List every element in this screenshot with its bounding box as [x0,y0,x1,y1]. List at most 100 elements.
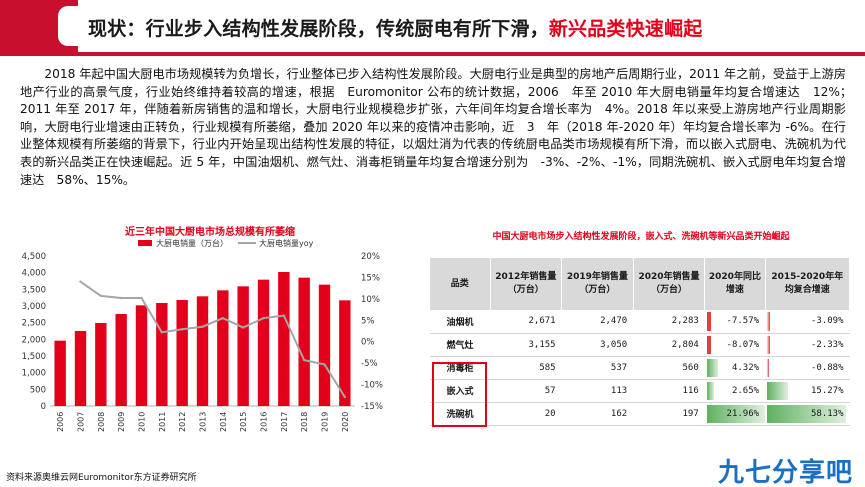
row-yoy-value: 21.96% [726,408,760,419]
table-row: 油烟机 2,671 2,470 2,283 -7.57% -3.09% [430,310,850,334]
table-row: 燃气灶 3,155 3,050 2,804 -8.07% -2.33% [430,333,850,357]
x-tick-label: 2006 [56,412,65,432]
row-cagr: -2.33% [765,333,850,357]
row-cagr-bar [767,381,788,400]
y-right-tick-label: 15% [361,273,380,283]
yoy-point-2010 [140,296,143,300]
y-left-tick-label: 1,000 [22,369,46,379]
table-header-category: 品类 [430,258,491,310]
bar-2008 [95,323,107,406]
row-yoy-value: -8.07% [726,339,760,350]
table-header-2020: 2020年销售量（万台） [633,258,706,310]
table-header-cagr: 2015-2020年年均复合增速 [765,258,851,310]
bar-2009 [115,314,127,406]
row-sales-2020: 197 [633,402,705,426]
bar-2019 [318,284,331,406]
row-sales-2012: 585 [490,356,562,380]
bar-2014 [217,290,229,406]
row-yoy: 4.32% [704,356,766,380]
yoy-point-2013 [201,325,204,328]
y-left-tick-label: 500 [30,385,46,395]
yoy-line [79,280,346,398]
bar-2010 [135,305,148,406]
row-yoy-value: 2.65% [731,385,760,396]
yoy-point-2016 [262,316,265,320]
yoy-point-2011 [160,331,164,334]
y-left-tick-label: 2,000 [22,335,46,345]
x-tick-label: 2012 [178,412,187,432]
y-left-tick-label: 2,500 [22,319,46,329]
row-yoy-bar [706,381,714,400]
market-size-chart: 0 500 1,000 1,500 2,000 2,500 3,000 3,500 4,000 4… [22,238,383,432]
row-category: 油烟机 [430,310,490,334]
table-header-yoy: 2020年同比增速 [704,258,766,310]
table-header-2012: 2012年销售量（万台） [490,258,563,310]
table-title: 中国大厨电市场步入结构性发展阶段，嵌入式、洗碗机等新兴品类开始崛起 [492,232,790,242]
row-cagr-bar [767,312,771,331]
x-tick-label: 2013 [199,412,208,432]
row-category: 消毒柜 [430,356,490,380]
page-title-main: 现状：行业步入结构性发展阶段，传统厨电有所下滑， [88,18,549,40]
source-note: 资料来源奥维云网Euromonitor东方证券研究所 [6,473,197,483]
row-category: 燃气灶 [430,333,490,357]
y-left-tick-label: 1,500 [22,352,46,362]
bar-2011 [156,303,168,406]
row-yoy: -7.57% [704,310,766,334]
table-row: 消毒柜 585 537 560 4.32% -0.88% [430,356,850,380]
x-tick-label: 2017 [280,412,289,432]
bar-2017 [278,272,290,406]
row-sales-2020: 116 [633,379,705,403]
y-left-tick-label: 3,500 [22,285,46,295]
row-sales-2012: 20 [490,402,562,426]
row-yoy: -8.07% [704,333,766,357]
y-left-tick-label: 0 [41,402,46,412]
x-tick-label: 2018 [300,412,309,432]
row-sales-2020: 2,283 [633,310,705,334]
table-body: 油烟机 2,671 2,470 2,283 -7.57% -3.09% 燃气灶 3,155 3,… [430,310,850,426]
bar-2015 [237,286,249,406]
row-yoy: 2.65% [704,379,766,403]
page-title: 现状：行业步入结构性发展阶段，传统厨电有所下滑，新兴品类快速崛起 [88,14,702,41]
row-sales-2019: 3,050 [561,333,634,357]
x-tick-label: 2016 [260,412,269,432]
y-right-tick-label: 0% [361,338,375,348]
bar-2020 [339,300,351,406]
row-category: 洗碗机 [430,402,490,426]
y-right-tick-label: -15% [361,402,383,412]
legend-bar-label: 大厨电销量（万台） [156,238,228,248]
row-yoy-value: -7.57% [726,316,760,327]
legend-bar-swatch [138,240,152,246]
x-tick-label: 2019 [321,412,330,432]
y-right-tick-label: 10% [361,295,380,305]
y-right-tick-label: -5% [361,359,378,369]
row-sales-2020: 2,804 [633,333,705,357]
y-right-tick-label: 5% [361,316,375,326]
row-yoy-value: 4.32% [731,362,760,373]
x-tick-label: 2008 [97,412,106,432]
x-tick-label: 2015 [239,412,248,432]
row-sales-2012: 57 [490,379,562,403]
y-left-tick-label: 4,500 [22,252,46,262]
row-cagr: -3.09% [765,310,850,334]
yoy-point-2014 [221,316,225,320]
row-cagr-value: -0.88% [810,362,844,373]
row-sales-2019: 162 [561,402,634,426]
row-cagr-value: -2.33% [810,339,844,350]
row-yoy-bar [706,312,711,331]
x-tick-label: 2007 [77,412,86,432]
x-tick-label: 2009 [117,412,126,432]
x-tick-label: 2014 [219,412,228,432]
table-header-2019: 2019年销售量（万台） [561,258,634,310]
row-cagr-value: 15.27% [810,385,844,396]
emerging-category-highlight [432,362,487,427]
page-title-highlight: 新兴品类快速崛起 [548,18,703,40]
row-sales-2020: 560 [633,356,705,380]
x-tick-label: 2010 [138,412,147,432]
bar-2007 [74,331,87,406]
yoy-point-2007 [79,280,82,283]
category-sales-table: 品类 2012年销售量（万台） 2019年销售量（万台） 2020年销售量（万台… [430,258,851,426]
row-sales-2019: 537 [561,356,634,380]
bar-2006 [54,340,66,406]
intro-paragraph: 2018 年起中国大厨电市场规模转为负增长，行业整体已步入结构性发展阶段。大厨电… [20,67,859,187]
row-sales-2019: 113 [561,379,634,403]
